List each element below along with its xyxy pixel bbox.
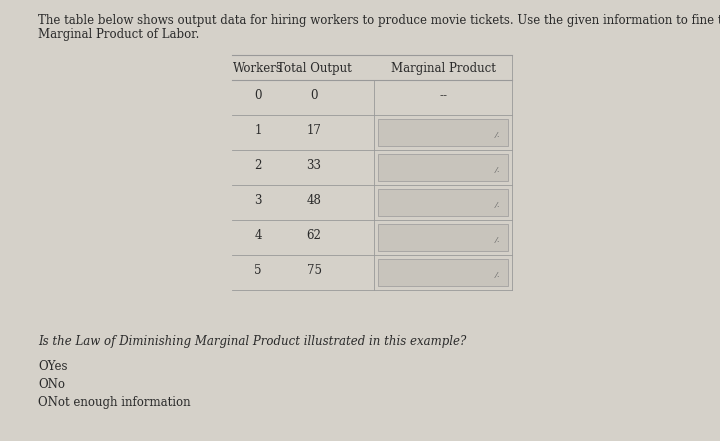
Text: --: -- [439, 89, 447, 102]
Text: 2: 2 [254, 159, 261, 172]
Text: Is the Law of Diminishing Marginal Product illustrated in this example?: Is the Law of Diminishing Marginal Produ… [38, 335, 467, 348]
Text: /.: /. [495, 271, 500, 279]
Text: 1: 1 [254, 124, 261, 137]
Bar [378, 259, 508, 286]
Text: Total Output: Total Output [276, 62, 351, 75]
Text: 0: 0 [310, 89, 318, 102]
Text: 48: 48 [307, 194, 321, 207]
Text: /.: /. [495, 131, 500, 139]
Bar [378, 189, 508, 216]
Text: 62: 62 [307, 229, 321, 242]
Text: /.: /. [495, 201, 500, 209]
Text: 5: 5 [254, 264, 262, 277]
Bar [378, 154, 508, 181]
Text: /.: /. [495, 166, 500, 174]
Text: 4: 4 [254, 229, 262, 242]
Bar [378, 119, 508, 146]
Text: Marginal Product: Marginal Product [390, 62, 495, 75]
Text: 3: 3 [254, 194, 262, 207]
Text: 75: 75 [307, 264, 322, 277]
Text: /.: /. [495, 236, 500, 244]
Text: 0: 0 [254, 89, 262, 102]
Text: 33: 33 [307, 159, 322, 172]
Text: ONo: ONo [38, 378, 65, 391]
Text: OYes: OYes [38, 360, 68, 373]
Bar [378, 224, 508, 251]
Text: ONot enough information: ONot enough information [38, 396, 191, 409]
Text: Marginal Product of Labor.: Marginal Product of Labor. [38, 28, 199, 41]
Text: 17: 17 [307, 124, 321, 137]
Text: The table below shows output data for hiring workers to produce movie tickets. U: The table below shows output data for hi… [38, 14, 720, 27]
Text: Workers: Workers [233, 62, 283, 75]
